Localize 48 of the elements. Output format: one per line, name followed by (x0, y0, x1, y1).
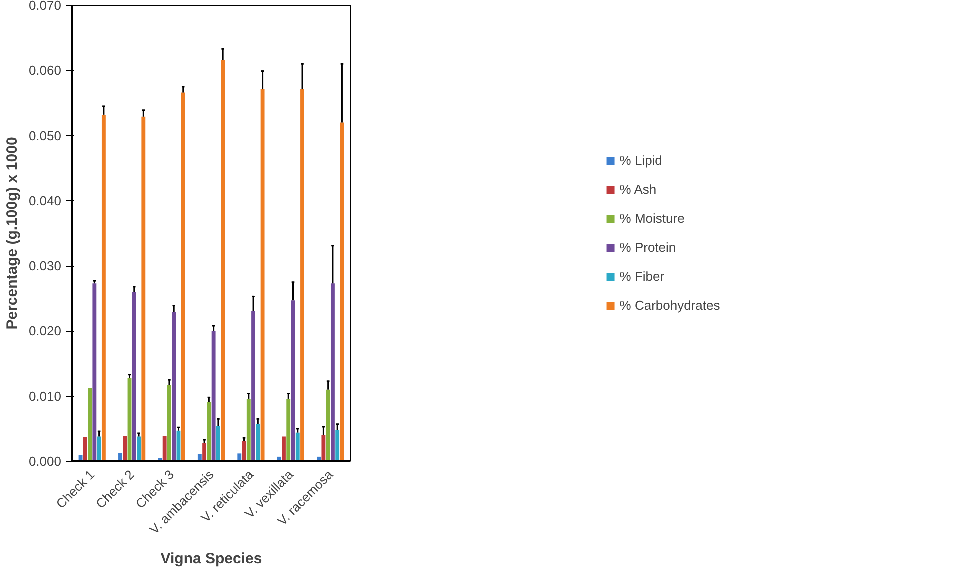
bar (207, 402, 212, 462)
legend-label: % Protein (620, 240, 676, 255)
bar (260, 90, 265, 462)
bar (336, 430, 340, 462)
bar (202, 443, 207, 462)
bar (221, 60, 226, 462)
y-tick-label: 0.040 (28, 193, 62, 208)
bar (238, 454, 242, 462)
bar (326, 390, 330, 462)
bar (118, 453, 122, 462)
bar (282, 436, 286, 462)
bar (92, 284, 97, 462)
y-axis-title: Percentage (g.100g) x 1000 (4, 137, 21, 330)
y-tick-label: 0.060 (28, 63, 62, 78)
bar (296, 432, 300, 462)
bar (181, 92, 186, 462)
bar (168, 385, 172, 462)
y-tick-label: 0.030 (28, 258, 62, 274)
bar (142, 116, 146, 462)
legend-label: % Ash (620, 182, 657, 197)
bar (256, 424, 260, 462)
y-tick-label: 0.020 (28, 324, 62, 339)
legend-label: % Fiber (620, 269, 665, 284)
bar (216, 426, 220, 462)
bar (102, 114, 106, 462)
bar (137, 436, 141, 462)
bar (252, 311, 256, 462)
bar (300, 90, 304, 462)
bar (132, 292, 136, 462)
bar (83, 437, 88, 462)
bar (246, 398, 251, 462)
y-tick-label: 0.050 (28, 128, 62, 144)
bar (88, 388, 92, 462)
y-tick-label: 0.070 (28, 0, 62, 13)
bar (123, 436, 128, 462)
bar (286, 398, 291, 462)
bar (322, 435, 326, 462)
legend-label: % Lipid (620, 153, 662, 168)
y-tick-label: 0.010 (28, 388, 62, 404)
legend-label: % Moisture (620, 211, 685, 226)
bar (212, 331, 216, 462)
bar (162, 436, 167, 462)
bar (97, 436, 102, 462)
y-tick-label: 0.000 (28, 454, 62, 469)
x-axis-title: Vigna Species (160, 550, 262, 568)
legend-label: % Carbohydrates (620, 298, 720, 313)
bar (172, 312, 176, 462)
bar (330, 284, 335, 462)
